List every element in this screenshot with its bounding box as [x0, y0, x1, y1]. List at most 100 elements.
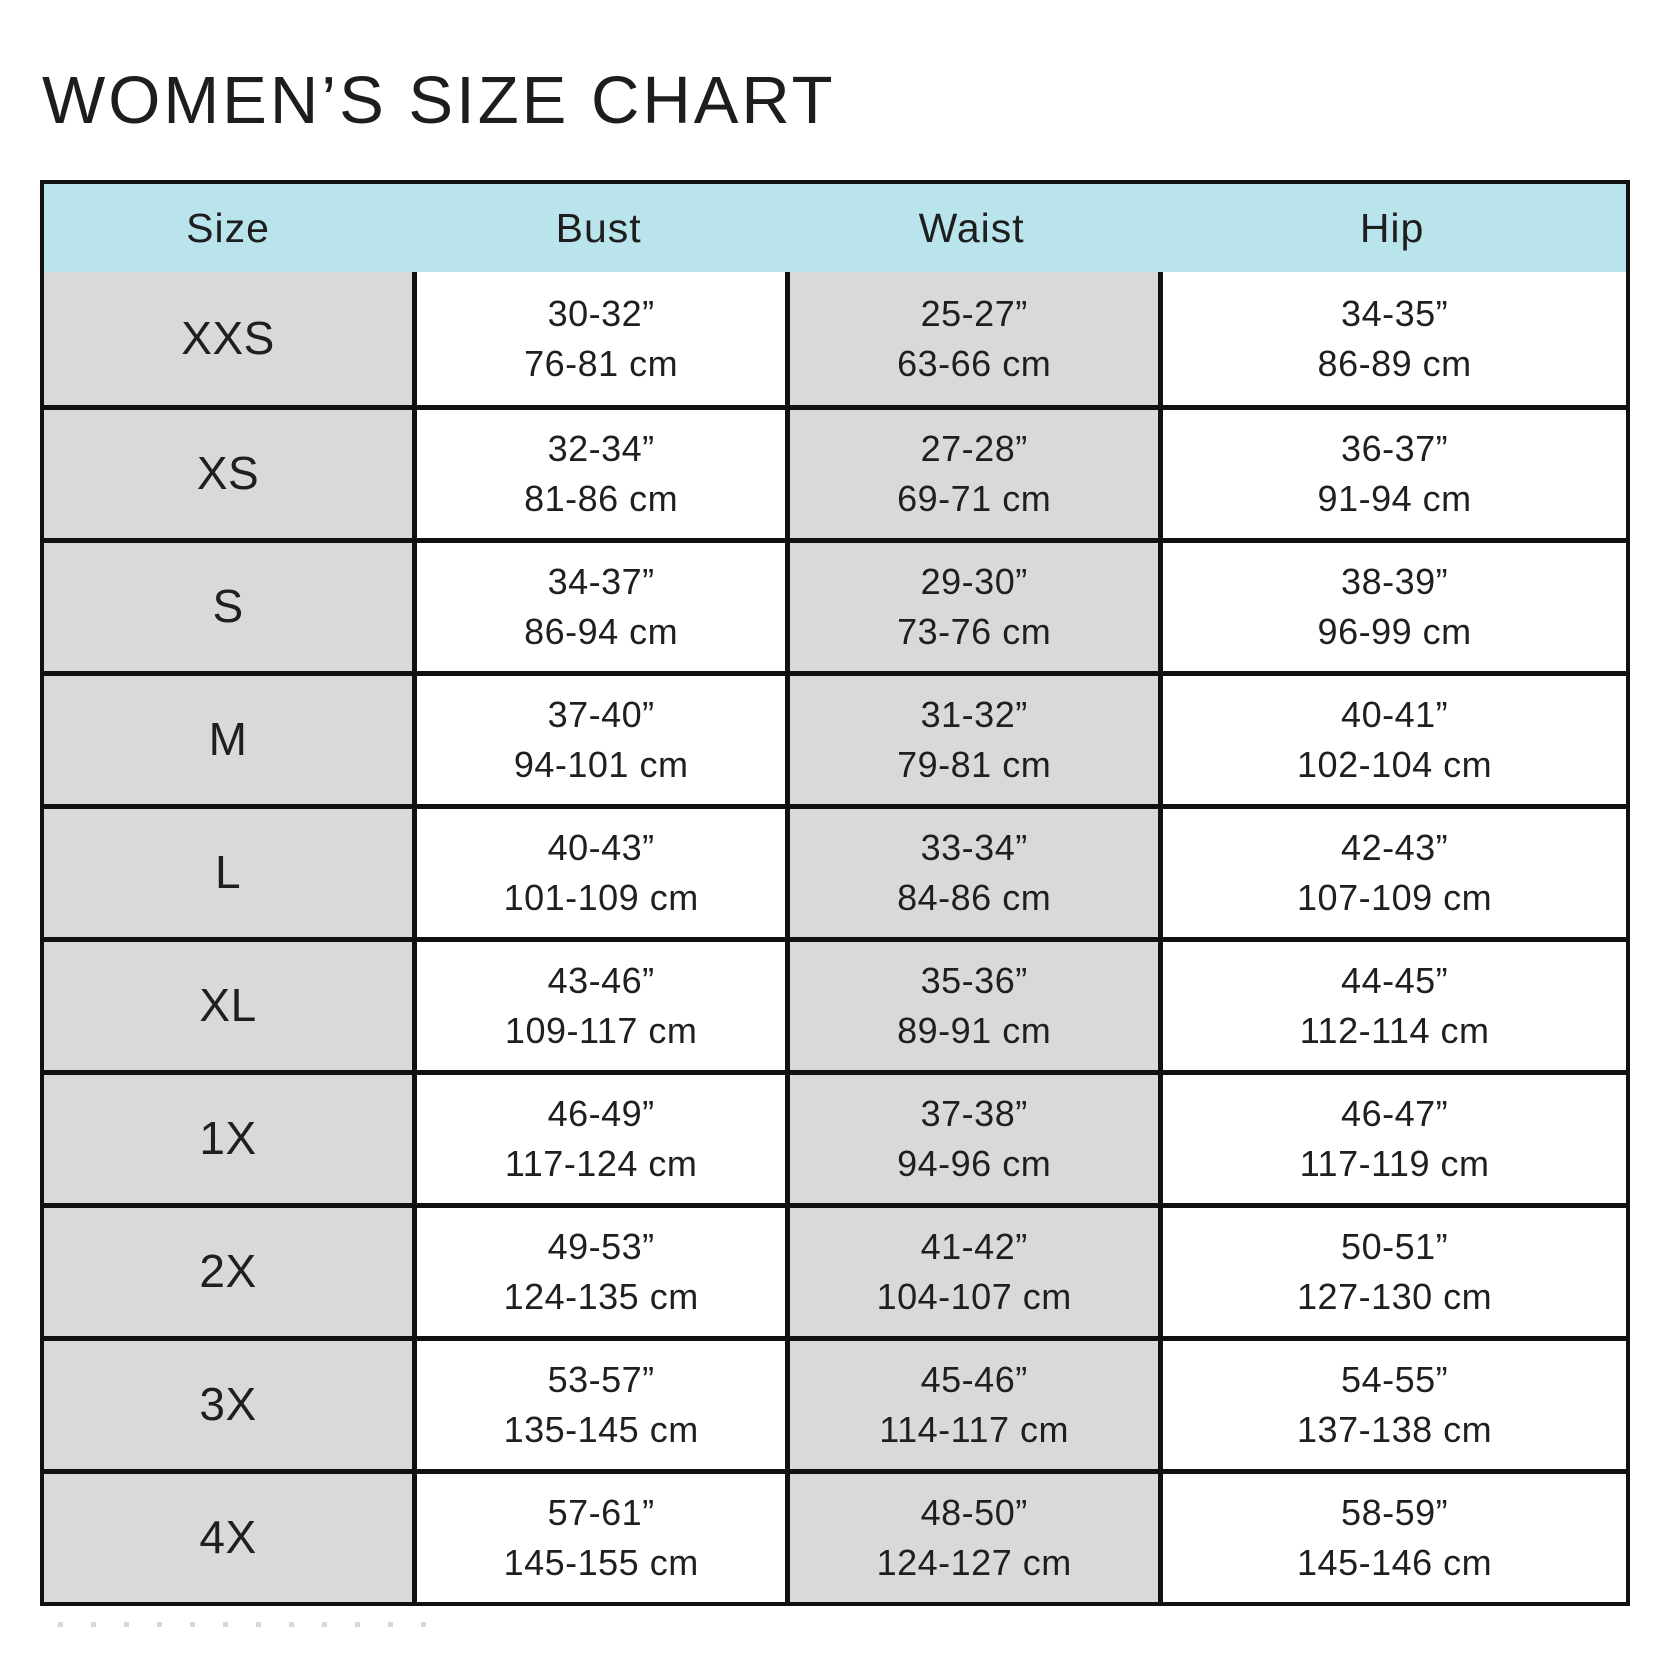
bust-cm: 76-81 cm [524, 342, 679, 384]
bust-cell: 40-43” 101-109 cm [412, 809, 786, 937]
bust-cm: 145-155 cm [503, 1542, 699, 1583]
waist-cell: 48-50” 124-127 cm [785, 1474, 1159, 1602]
bust-cm: 135-145 cm [503, 1409, 699, 1450]
column-header-bust: Bust [555, 204, 642, 251]
size-label: 2X [44, 1208, 413, 1336]
waist-inches: 31-32” [920, 694, 1028, 736]
hip-inches: 44-45” [1341, 960, 1449, 1002]
hip-inches: 34-35” [1341, 292, 1449, 334]
hip-cm: 86-89 cm [1317, 342, 1472, 384]
bust-cm: 101-109 cm [503, 877, 699, 918]
waist-inches: 25-27” [920, 292, 1028, 334]
bust-cm: 124-135 cm [503, 1276, 699, 1317]
bust-cell: 46-49” 117-124 cm [412, 1075, 786, 1203]
waist-inches: 29-30” [920, 561, 1028, 603]
bust-inches: 34-37” [547, 561, 655, 603]
waist-cm: 73-76 cm [897, 611, 1052, 652]
bust-inches: 57-61” [547, 1492, 655, 1534]
hip-cm: 91-94 cm [1317, 478, 1472, 519]
waist-cell: 37-38” 94-96 cm [785, 1075, 1159, 1203]
bust-inches: 43-46” [547, 960, 655, 1002]
waist-cm: 84-86 cm [897, 877, 1052, 918]
waist-cm: 114-117 cm [879, 1409, 1070, 1450]
hip-inches: 50-51” [1341, 1226, 1449, 1268]
hip-inches: 36-37” [1341, 428, 1449, 470]
size-label: L [44, 809, 413, 937]
table-row-s: S 34-37” 86-94 cm 29-30” 73-76 cm 38-39”… [44, 538, 1626, 671]
bust-inches: 32-34” [547, 428, 655, 470]
table-row-m: M 37-40” 94-101 cm 31-32” 79-81 cm 40-41… [44, 671, 1626, 804]
hip-cm: 145-146 cm [1297, 1542, 1493, 1583]
table-row-xl: XL 43-46” 109-117 cm 35-36” 89-91 cm 44-… [44, 937, 1626, 1070]
hip-cm: 107-109 cm [1297, 877, 1493, 918]
hip-inches: 58-59” [1341, 1492, 1449, 1534]
hip-cell: 44-45” 112-114 cm [1158, 942, 1626, 1070]
table-row-xs: XS 32-34” 81-86 cm 27-28” 69-71 cm 36-37… [44, 405, 1626, 538]
bust-inches: 37-40” [547, 694, 655, 736]
waist-cell: 31-32” 79-81 cm [785, 676, 1159, 804]
waist-inches: 48-50” [920, 1492, 1028, 1534]
hip-cm: 117-119 cm [1299, 1143, 1490, 1184]
size-label: 1X [44, 1075, 413, 1203]
hip-cell: 50-51” 127-130 cm [1158, 1208, 1626, 1336]
waist-cell: 29-30” 73-76 cm [785, 543, 1159, 671]
size-label: 4X [44, 1474, 413, 1602]
bust-cell: 43-46” 109-117 cm [412, 942, 786, 1070]
bust-cell: 34-37” 86-94 cm [412, 543, 786, 671]
waist-cell: 27-28” 69-71 cm [785, 410, 1159, 538]
hip-cm: 102-104 cm [1297, 744, 1493, 785]
table-header-row: Size Bust Waist Hip [44, 184, 1626, 272]
hip-inches: 38-39” [1341, 561, 1449, 603]
hip-cm: 112-114 cm [1299, 1010, 1490, 1051]
hip-cell: 40-41” 102-104 cm [1158, 676, 1626, 804]
size-label: XS [44, 410, 413, 538]
column-header-waist: Waist [918, 204, 1025, 251]
bust-cm: 117-124 cm [504, 1143, 698, 1184]
table-row-l: L 40-43” 101-109 cm 33-34” 84-86 cm 42-4… [44, 804, 1626, 937]
hip-inches: 40-41” [1341, 694, 1449, 736]
bust-inches: 49-53” [547, 1226, 655, 1268]
waist-cm: 63-66 cm [897, 342, 1052, 384]
table-row-2x: 2X 49-53” 124-135 cm 41-42” 104-107 cm 5… [44, 1203, 1626, 1336]
bust-inches: 53-57” [547, 1359, 655, 1401]
hip-cell: 46-47” 117-119 cm [1158, 1075, 1626, 1203]
bust-cm: 109-117 cm [504, 1010, 698, 1051]
size-label: XXS [44, 272, 413, 405]
waist-cell: 45-46” 114-117 cm [785, 1341, 1159, 1469]
waist-cm: 69-71 cm [897, 478, 1052, 519]
bust-cell: 53-57” 135-145 cm [412, 1341, 786, 1469]
size-label: M [44, 676, 413, 804]
size-label: S [44, 543, 413, 671]
waist-cm: 124-127 cm [876, 1542, 1072, 1583]
bust-inches: 30-32” [547, 292, 655, 334]
waist-cm: 104-107 cm [876, 1276, 1072, 1317]
column-header-size: Size [186, 204, 270, 251]
hip-inches: 42-43” [1341, 827, 1449, 869]
bust-cell: 57-61” 145-155 cm [412, 1474, 786, 1602]
hip-cell: 58-59” 145-146 cm [1158, 1474, 1626, 1602]
bust-cm: 81-86 cm [524, 478, 679, 519]
bust-cm: 94-101 cm [513, 744, 689, 785]
size-label: 3X [44, 1341, 413, 1469]
hip-cm: 96-99 cm [1317, 611, 1472, 652]
hip-inches: 54-55” [1341, 1359, 1449, 1401]
column-header-hip: Hip [1359, 204, 1425, 251]
waist-cm: 89-91 cm [897, 1010, 1052, 1051]
bust-cell: 32-34” 81-86 cm [412, 410, 786, 538]
bust-cell: 37-40” 94-101 cm [412, 676, 786, 804]
waist-inches: 41-42” [920, 1226, 1028, 1268]
waist-inches: 33-34” [920, 827, 1028, 869]
bust-inches: 46-49” [547, 1093, 655, 1135]
bust-cell: 30-32” 76-81 cm [412, 272, 786, 405]
dotted-line-decoration [58, 1622, 450, 1627]
waist-cell: 33-34” 84-86 cm [785, 809, 1159, 937]
waist-inches: 27-28” [920, 428, 1028, 470]
waist-inches: 37-38” [920, 1093, 1028, 1135]
table-row-3x: 3X 53-57” 135-145 cm 45-46” 114-117 cm 5… [44, 1336, 1626, 1469]
bust-cell: 49-53” 124-135 cm [412, 1208, 786, 1336]
bust-inches: 40-43” [547, 827, 655, 869]
waist-cell: 25-27” 63-66 cm [785, 272, 1159, 405]
waist-cm: 94-96 cm [897, 1143, 1052, 1184]
table-row-1x: 1X 46-49” 117-124 cm 37-38” 94-96 cm 46-… [44, 1070, 1626, 1203]
